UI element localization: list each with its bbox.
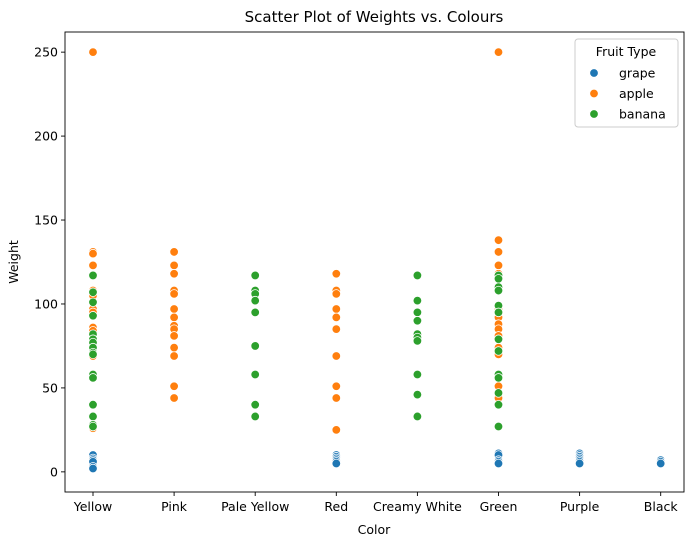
data-point	[169, 312, 179, 323]
data-point	[493, 458, 504, 469]
data-point	[412, 307, 423, 318]
data-point	[331, 289, 342, 299]
data-point	[493, 373, 504, 383]
x-tick-label: Creamy White	[373, 499, 462, 514]
y-axis: 0 50 100 150 200 250	[34, 45, 65, 479]
data-point	[331, 458, 342, 469]
y-axis-label: Weight	[6, 240, 21, 284]
x-tick-label: Black	[644, 499, 679, 514]
data-point	[250, 400, 260, 410]
legend-title: Fruit Type	[596, 44, 657, 59]
data-point	[493, 421, 504, 432]
y-tick-label: 100	[34, 296, 58, 311]
legend-marker	[589, 109, 599, 119]
data-point	[250, 307, 260, 318]
data-point	[250, 270, 260, 281]
legend-marker	[589, 88, 599, 99]
x-axis-label: Color	[358, 522, 391, 537]
chart-title: Scatter Plot of Weights vs. Colours	[245, 8, 504, 26]
data-point	[331, 269, 342, 279]
data-point	[656, 458, 666, 469]
x-tick-label: Purple	[560, 499, 600, 514]
data-point	[493, 274, 504, 284]
x-axis: Yellow Pink Pale Yellow Red Creamy White Gree…	[73, 492, 679, 514]
data-point	[493, 235, 504, 245]
data-point	[412, 411, 423, 422]
legend: Fruit Type grape apple banana	[574, 38, 679, 128]
data-point	[412, 369, 423, 380]
y-tick-label: 150	[34, 213, 58, 228]
y-tick-label: 200	[34, 129, 58, 144]
data-point	[169, 260, 179, 271]
data-point	[331, 312, 342, 323]
data-point	[88, 373, 98, 383]
x-tick-label: Pink	[161, 499, 188, 514]
data-point	[331, 304, 342, 314]
data-point	[412, 270, 423, 281]
y-tick-label: 50	[42, 380, 58, 395]
data-point	[169, 393, 179, 403]
data-point	[169, 331, 179, 341]
data-point	[574, 458, 585, 469]
data-point	[493, 307, 504, 318]
legend-label: banana	[619, 107, 666, 122]
data-point	[88, 421, 98, 432]
data-point	[250, 295, 260, 306]
series-grape	[88, 448, 666, 474]
data-point	[250, 411, 260, 422]
data-point	[169, 269, 179, 279]
data-point	[250, 369, 260, 380]
data-point	[88, 248, 98, 259]
data-point	[169, 351, 179, 361]
data-point	[412, 336, 423, 346]
data-point	[493, 247, 504, 257]
legend-label: grape	[619, 66, 656, 81]
data-point	[169, 381, 179, 391]
data-point	[331, 324, 342, 334]
data-point	[88, 349, 98, 360]
data-point	[88, 260, 98, 271]
data-point	[88, 270, 98, 281]
data-point	[331, 351, 342, 361]
data-point	[88, 400, 98, 410]
data-point	[169, 304, 179, 314]
data-point	[493, 285, 504, 296]
data-point	[88, 311, 98, 321]
data-point	[412, 389, 423, 400]
data-point	[493, 47, 504, 57]
legend-marker	[589, 68, 599, 78]
data-point	[331, 393, 342, 403]
data-point	[88, 287, 98, 297]
data-point	[88, 411, 98, 422]
y-tick-label: 0	[50, 464, 58, 479]
data-point	[493, 346, 504, 356]
legend-label: apple	[619, 86, 654, 101]
x-tick-label: Pale Yellow	[221, 499, 289, 514]
data-point	[169, 289, 179, 299]
data-point	[88, 47, 98, 57]
data-point	[493, 334, 504, 344]
series-banana	[88, 270, 504, 432]
data-point	[412, 295, 423, 306]
data-point	[250, 341, 260, 351]
data-point	[169, 247, 179, 257]
data-point	[331, 381, 342, 391]
data-point	[169, 342, 179, 353]
data-point	[493, 400, 504, 410]
x-tick-label: Yellow	[73, 499, 112, 514]
data-point	[88, 463, 98, 474]
y-tick-label: 250	[34, 45, 58, 60]
data-point	[88, 297, 98, 307]
plot-area	[88, 47, 666, 474]
legend-box	[574, 38, 679, 128]
data-point	[331, 425, 342, 435]
data-point	[493, 388, 504, 398]
axes-frame	[64, 31, 685, 493]
x-tick-label: Green	[480, 499, 518, 514]
data-point	[412, 316, 423, 326]
x-tick-label: Red	[324, 499, 348, 514]
data-point	[493, 260, 504, 271]
